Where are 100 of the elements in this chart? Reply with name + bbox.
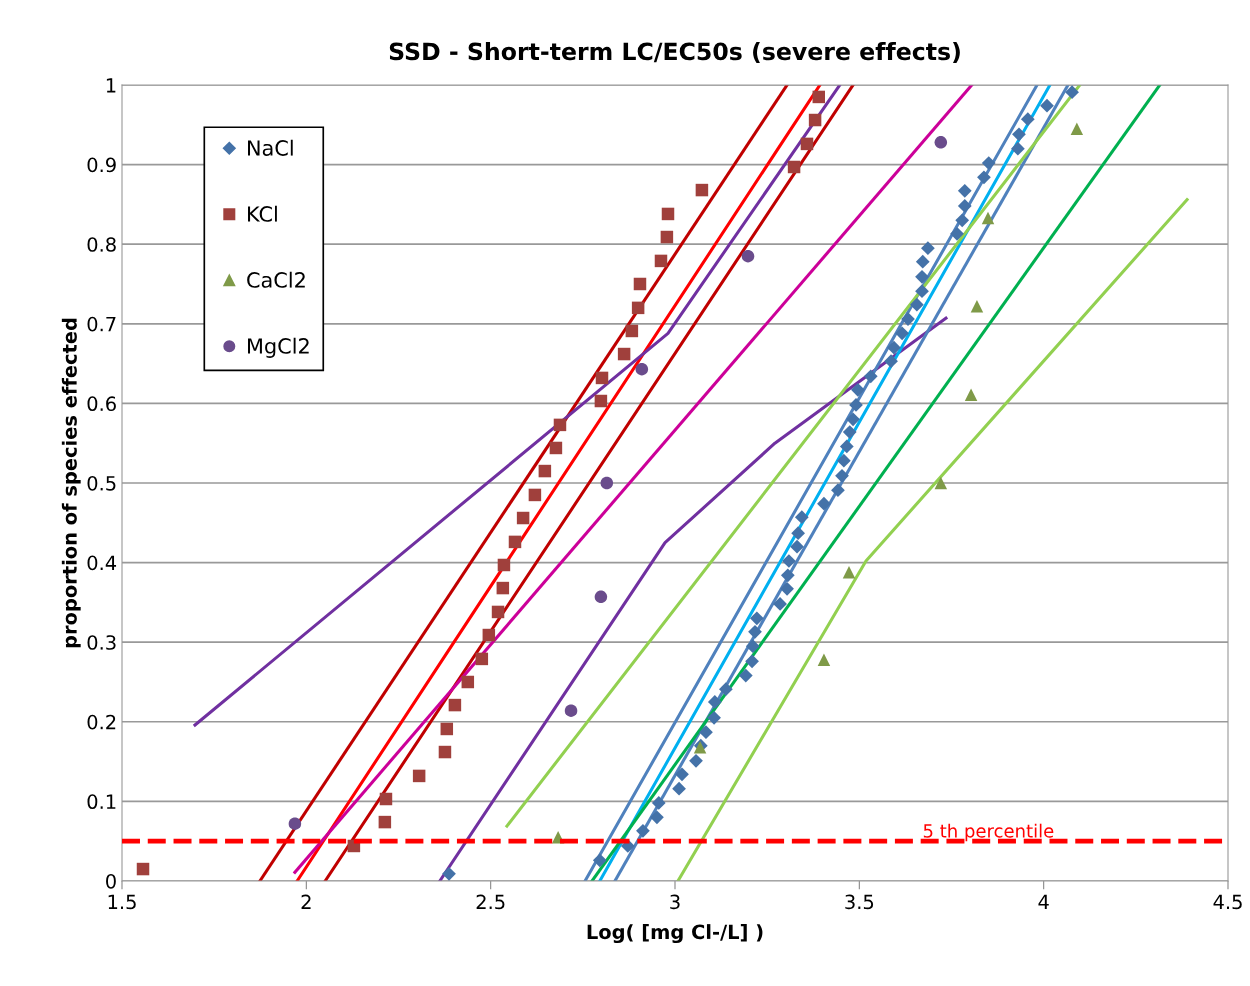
x-tick-label: 2.5 [476,894,505,910]
point [689,753,703,768]
point [748,624,762,639]
legend-label: CaCl2 [247,271,305,288]
point [617,347,631,361]
point [850,382,865,397]
point [672,781,686,796]
point [661,207,675,221]
point [831,483,845,498]
point [981,156,996,170]
point [631,301,645,315]
point [695,183,709,197]
point [887,340,901,355]
point [600,476,614,490]
point [909,297,924,312]
y-tick-label: 0.9 [87,157,116,173]
point [791,526,806,541]
y-tick-label: 1 [106,78,116,93]
point [1012,127,1026,142]
point [595,371,609,385]
point [817,496,831,511]
point [884,354,898,369]
point [475,652,489,666]
point [934,476,948,490]
point [1040,98,1054,113]
x-tick-label: 1.5 [108,894,136,910]
point [846,412,860,427]
point [836,453,851,468]
point [442,866,456,881]
point [288,817,302,830]
legend-label: KCl [248,205,277,222]
point [1010,141,1025,156]
point [528,488,542,502]
point [660,230,674,244]
point [1020,112,1035,127]
point [921,241,935,256]
point [440,722,454,736]
point [780,581,794,596]
point [378,815,392,829]
y-tick-label: 0.7 [87,316,116,332]
point [787,160,801,174]
point [934,136,948,149]
point [915,284,929,299]
point [594,590,608,604]
point [635,362,649,376]
point [745,654,759,669]
y-tick-label: 0.3 [87,635,116,650]
point [699,725,713,740]
point [516,511,530,525]
point [839,439,854,454]
point [738,668,753,683]
point [553,418,567,432]
y-tick-label: 0.4 [87,555,117,571]
point [800,137,814,151]
y-axis-title: proportion of species effected [61,318,81,648]
point [654,254,668,268]
point [780,568,795,583]
legend-label: NaCl [248,139,293,156]
point [812,90,826,104]
point [964,388,978,401]
point [448,698,462,712]
point [549,441,563,455]
point [863,369,878,384]
chart-title: SSD - Short-term LC/EC50s (severe effects) [389,42,960,64]
point [496,581,510,595]
y-tick-label: 0.6 [87,396,116,412]
point [895,326,909,341]
x-tick-label: 3.5 [845,894,874,910]
point [790,539,804,554]
point [497,558,511,572]
point [950,226,964,241]
point [741,249,755,263]
y-tick-label: 0.2 [87,714,116,730]
point [957,183,972,198]
point [719,682,733,697]
point [835,468,849,483]
point [650,810,664,825]
point [438,745,452,759]
point [508,535,522,549]
point [749,611,764,626]
point [707,695,722,709]
x-axis-title: Log( [mg Cl-/L] ) [587,924,763,944]
point [538,464,552,478]
legend-label: MgCl2 [248,337,309,358]
point [970,300,984,313]
point [915,269,929,284]
point [379,792,393,806]
point [412,769,426,783]
point [651,796,666,810]
point [1070,122,1084,136]
point [957,199,972,213]
y-tick-label: 0.5 [87,475,116,491]
point [955,213,970,228]
point [977,170,991,185]
point [707,710,721,725]
point [592,853,607,868]
point [136,862,150,876]
point [594,394,608,408]
point [482,628,496,642]
point [981,211,995,225]
